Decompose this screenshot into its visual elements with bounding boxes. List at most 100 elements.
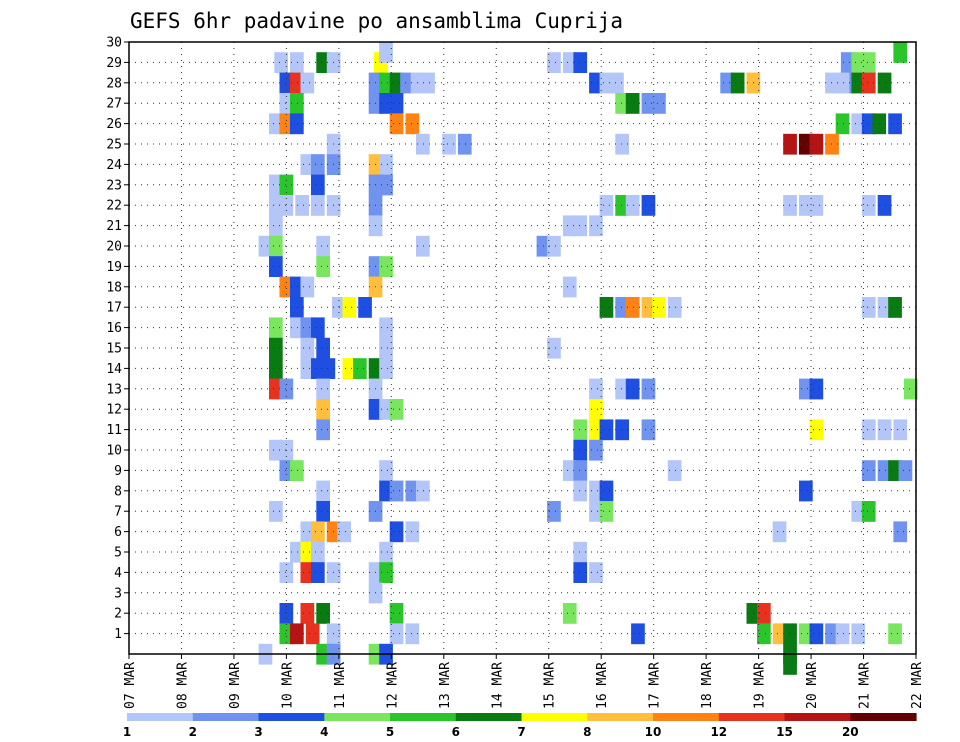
ytick-label-10: 10: [106, 444, 122, 459]
ytick-label-6: 6: [114, 525, 122, 540]
ytick-label-26: 26: [106, 117, 122, 132]
cell-42: [652, 93, 666, 114]
colorbar-label-10: 10: [645, 725, 662, 739]
cell-119: [888, 297, 902, 318]
cell-133: [321, 358, 336, 379]
cell-132: [311, 358, 325, 379]
cell-192: [599, 501, 614, 522]
cell-95: [416, 235, 430, 257]
cell-97: [547, 235, 561, 257]
cell-168: [279, 460, 294, 481]
cell-229: [405, 623, 420, 645]
cell-246: [783, 654, 797, 675]
cell-193: [851, 501, 866, 522]
colorbar-swatch-6: [521, 713, 588, 721]
cell-208: [279, 562, 294, 583]
colorbar-label-5: 5: [386, 725, 394, 739]
cell-207: [573, 541, 588, 563]
xtick-label-7: 14 MAR: [490, 662, 505, 709]
xtick-label-11: 18 MAR: [700, 662, 715, 709]
cell-223: [757, 603, 771, 624]
cell-171: [562, 460, 577, 481]
cell-180: [389, 480, 404, 502]
cell-34: [279, 93, 294, 114]
ytick-label-20: 20: [106, 240, 122, 255]
ytick-label-2: 2: [114, 607, 122, 622]
cell-130: [269, 358, 283, 379]
cell-86: [877, 195, 892, 216]
cell-139: [279, 378, 294, 400]
cell-169: [290, 460, 304, 481]
colorbar-swatch-3: [324, 713, 391, 721]
cell-247: [379, 42, 393, 63]
xtick-label-15: 22 MAR: [910, 662, 925, 709]
cell-213: [379, 562, 393, 583]
colorbar-label-6: 6: [452, 725, 460, 739]
ytick-label-8: 8: [114, 484, 122, 499]
cell-235: [809, 623, 824, 645]
xtick-label-12: 19 MAR: [753, 662, 768, 709]
cell-234: [799, 623, 813, 645]
colorbar-label-4: 4: [320, 725, 328, 739]
cell-8: [840, 52, 855, 73]
cell-135: [353, 358, 367, 379]
ytick-label-1: 1: [114, 627, 122, 642]
cell-19: [421, 72, 435, 94]
cell-56: [457, 133, 472, 155]
cell-108: [332, 297, 346, 318]
cell-111: [599, 297, 614, 318]
cell-90: [562, 215, 577, 237]
cell-159: [641, 419, 656, 441]
cell-114: [641, 297, 656, 318]
cell-72: [269, 195, 283, 216]
cell-115: [652, 297, 666, 318]
cell-198: [337, 521, 351, 543]
cell-182: [416, 480, 430, 502]
ytick-label-13: 13: [106, 382, 122, 397]
xtick-label-10: 17 MAR: [648, 662, 663, 709]
cell-112: [615, 297, 629, 318]
grid-layer: [129, 42, 916, 654]
cell-122: [300, 317, 315, 339]
ytick-label-22: 22: [106, 199, 122, 214]
xtick-label-2: 09 MAR: [228, 662, 243, 709]
cell-194: [861, 501, 876, 522]
cell-117: [861, 297, 876, 318]
cell-33: [877, 72, 892, 94]
cell-116: [667, 297, 682, 318]
cell-196: [311, 521, 325, 543]
cell-110: [358, 297, 372, 318]
cell-23: [720, 72, 734, 94]
cell-24: [730, 72, 745, 94]
ytick-label-25: 25: [106, 138, 122, 153]
ytick-label-27: 27: [106, 97, 122, 112]
cell-170: [379, 460, 393, 481]
cell-187: [269, 501, 283, 522]
cell-60: [809, 133, 824, 155]
cell-127: [316, 337, 330, 359]
cell-66: [379, 154, 393, 175]
cell-220: [389, 603, 404, 624]
cell-91: [573, 215, 588, 237]
cell-71: [379, 174, 393, 196]
cell-201: [772, 521, 787, 543]
cell-104: [300, 276, 315, 298]
ytick-label-11: 11: [106, 423, 122, 438]
cell-140: [316, 378, 330, 400]
ytick-label-5: 5: [114, 546, 122, 561]
ytick-label-9: 9: [114, 464, 122, 479]
cell-38: [389, 93, 404, 114]
colorbar-swatch-7: [587, 713, 654, 721]
y-axis-ticks: 1234567891011121314151617181920212223242…: [106, 36, 129, 642]
cell-232: [772, 623, 787, 645]
cell-152: [389, 399, 404, 420]
cell-230: [631, 623, 645, 645]
cell-5: [547, 52, 561, 73]
cell-0: [274, 52, 288, 73]
cell-44: [279, 113, 294, 135]
colorbar-label-12: 12: [710, 725, 727, 739]
cell-41: [641, 93, 656, 114]
cell-85: [861, 195, 876, 216]
cell-109: [342, 297, 357, 318]
